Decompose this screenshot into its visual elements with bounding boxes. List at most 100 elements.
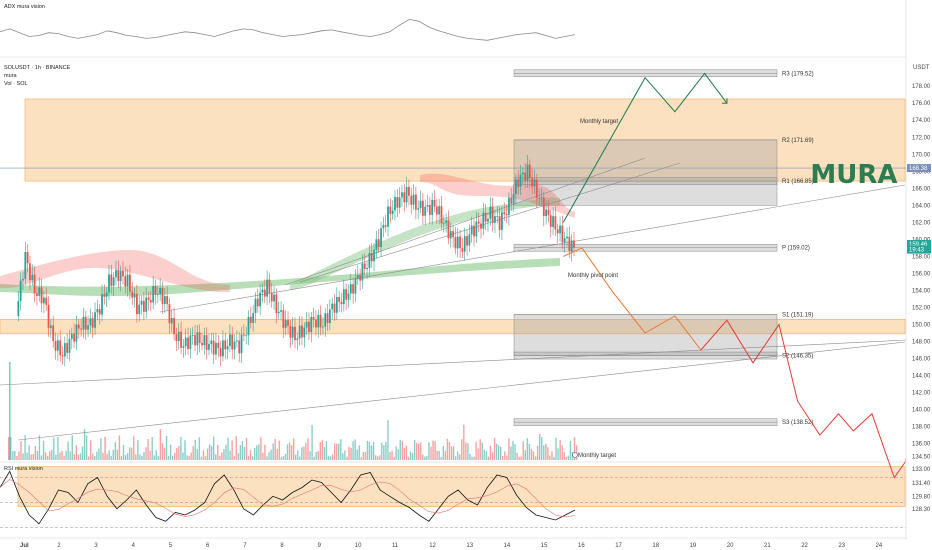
time-tick-label: 9 (318, 543, 322, 549)
candle-body (154, 286, 157, 295)
candle-body (259, 292, 262, 307)
time-tick-label: Jul (20, 543, 29, 549)
volume-bar (77, 454, 80, 460)
trendline (17, 341, 906, 441)
candle-body (142, 300, 145, 312)
candle-body (538, 198, 541, 199)
candle-body (470, 225, 473, 235)
candle-body (305, 321, 308, 328)
price-tick-label: 136.00 (912, 442, 931, 448)
candle-body (145, 297, 148, 312)
volume-bar (418, 443, 420, 460)
candle-body (382, 225, 385, 229)
candle-body (475, 221, 478, 237)
volume-bar (227, 437, 229, 460)
volume-bar (428, 442, 430, 460)
price-tick-label: 154.00 (912, 288, 931, 294)
adx-axis: 604020 (0, 6, 919, 58)
volume-bar (34, 446, 37, 460)
volume-bar (180, 436, 182, 460)
adx-line (0, 18, 576, 41)
candle-body (498, 216, 501, 230)
volume-bar (120, 456, 123, 460)
candle-body (326, 313, 329, 324)
candle-body (177, 331, 180, 341)
candle-body (140, 300, 143, 305)
volume-bar (555, 437, 557, 460)
price-tag (907, 245, 931, 254)
volume-bar (292, 438, 295, 460)
candle-body (63, 343, 66, 357)
price-tag-label: 168.38 (909, 166, 928, 172)
volume-bar (329, 456, 332, 460)
price-axis[interactable]: USDT 178.00 176.00 174.00 172.00 170.00 168.0… (905, 0, 932, 540)
candle-body (361, 263, 364, 281)
candle-body (273, 294, 275, 302)
volume-bar (528, 443, 531, 460)
volume-bar (387, 420, 389, 460)
time-tick-label: 23 (838, 543, 845, 549)
candle-body (552, 216, 554, 228)
candle-body (505, 214, 508, 216)
candle-body (447, 220, 450, 239)
candle-body (459, 236, 461, 249)
ma-band-green (0, 258, 560, 297)
time-tick-label: 19 (690, 543, 697, 549)
candle-body (17, 301, 20, 316)
candle-body (229, 334, 231, 347)
volume-bar (149, 450, 151, 460)
candle-body (240, 334, 243, 354)
candle-body (110, 274, 113, 286)
candle-body (398, 197, 401, 208)
volume-bar (557, 448, 559, 460)
candle-body (263, 289, 266, 297)
volume-bar (319, 442, 321, 460)
candle-body (408, 186, 410, 196)
candle-body (554, 216, 557, 230)
price-tick-label: 156.00 (912, 271, 931, 277)
volume-bar (75, 445, 78, 460)
price-tick-label: 150.00 (912, 322, 931, 328)
candle-body (366, 268, 368, 270)
candle-body (38, 287, 41, 296)
volume-bar (522, 441, 524, 460)
candle-body (105, 292, 108, 297)
price-pane: R3 (179.52) R2 (171.69) R1 (166.85) P (159.… (0, 65, 911, 507)
candle-body (405, 186, 408, 203)
volume-bar (172, 455, 174, 460)
volume-bar (229, 450, 231, 460)
volume-bar (167, 456, 170, 460)
annotation-label: Monthly target (580, 119, 618, 125)
candle-body (424, 206, 427, 216)
trendline (284, 157, 646, 286)
volume-bar (401, 440, 403, 460)
volume-bar (26, 452, 28, 460)
volume-bar (245, 437, 248, 460)
volume-bar (483, 449, 485, 460)
time-axis[interactable]: Jul 2 3 4 5 6 7 8 9 10 11 12 13 14 15 16 17 18 19 20 21 22 23 2… (0, 537, 906, 549)
candle-body (161, 287, 164, 305)
volume-bar (413, 439, 416, 460)
volume-bar (73, 454, 75, 460)
volume-bar (46, 455, 49, 460)
price-tick-label: 172.00 (912, 135, 931, 141)
candle-body (484, 212, 487, 222)
candle-body (514, 179, 517, 195)
candle-body (521, 172, 524, 175)
candle-body (415, 194, 417, 210)
candle-body (312, 317, 315, 320)
candle-body (98, 309, 101, 315)
candle-body (442, 222, 445, 224)
volume-bar (325, 441, 328, 460)
bearish-projection-red (700, 319, 910, 479)
volume-bar (40, 455, 43, 460)
volume-bar (178, 446, 180, 460)
candle-body (328, 309, 331, 324)
candle-body (233, 341, 236, 350)
ma-band-red-upper (420, 173, 575, 218)
volume-bar (301, 447, 303, 460)
time-tick-label: 18 (652, 543, 659, 549)
candle-body (149, 299, 152, 303)
